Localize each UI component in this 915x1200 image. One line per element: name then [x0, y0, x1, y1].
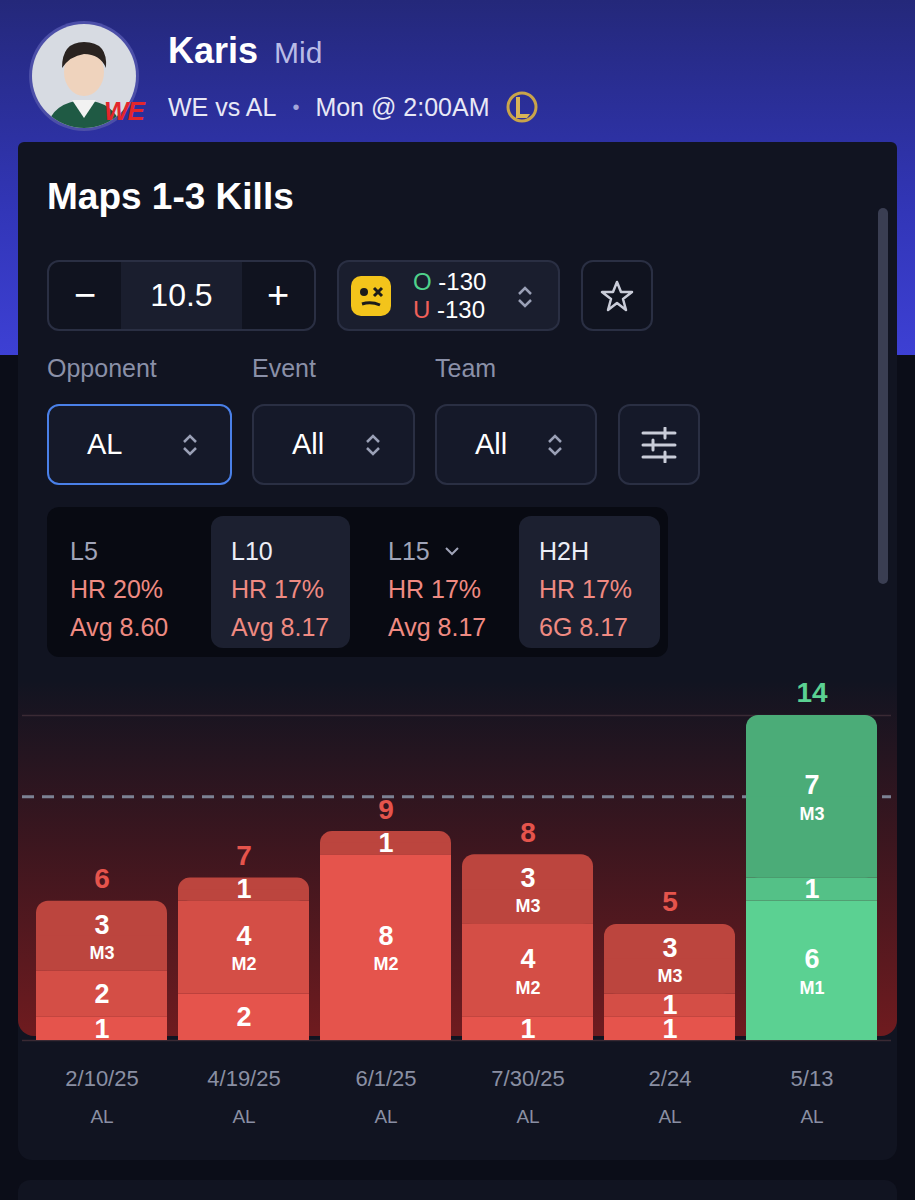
- svg-text:1: 1: [662, 1013, 678, 1044]
- svg-text:1: 1: [804, 874, 819, 904]
- html-text:HR 17%: HR 17%: [539, 575, 633, 603]
- svg-text:M2: M2: [515, 978, 540, 998]
- svg-text:1: 1: [378, 828, 393, 858]
- svg-text:1: 1: [236, 874, 251, 904]
- svg-text:6: 6: [804, 944, 819, 974]
- html-text:Avg 8.60: Avg 8.60: [70, 613, 169, 641]
- svg-text:AL: AL: [658, 1106, 681, 1127]
- html-text:WE: WE: [104, 96, 144, 126]
- svg-text:5: 5: [662, 886, 678, 917]
- html-text:Maps 1-3 Kills: Maps 1-3 Kills: [47, 176, 294, 217]
- svg-text:AL: AL: [374, 1106, 397, 1127]
- html-text:L10: L10: [231, 537, 273, 565]
- html-text:Mid: Mid: [274, 36, 323, 69]
- svg-text:3: 3: [520, 863, 535, 893]
- svg-text:AL: AL: [90, 1106, 113, 1127]
- svg-text:4: 4: [236, 921, 251, 951]
- html-text:All: All: [292, 428, 325, 460]
- svg-text:6: 6: [94, 863, 110, 894]
- svg-text:4: 4: [520, 944, 535, 974]
- html-text:Team: Team: [435, 354, 497, 382]
- svg-text:M3: M3: [657, 966, 682, 986]
- html-text:HR 17%: HR 17%: [388, 575, 482, 603]
- svg-text:2: 2: [236, 1002, 251, 1032]
- svg-text:2/24: 2/24: [649, 1066, 692, 1091]
- svg-text:M2: M2: [231, 954, 256, 974]
- svg-text:1: 1: [662, 990, 677, 1020]
- svg-text:M3: M3: [515, 896, 540, 916]
- html-text:HR 17%: HR 17%: [231, 575, 325, 603]
- html-text:6G 8.17: 6G 8.17: [539, 613, 628, 641]
- svg-text:5/13: 5/13: [791, 1066, 834, 1091]
- svg-text:AL: AL: [516, 1106, 539, 1127]
- html-text:Mon @ 2:00AM: Mon @ 2:00AM: [315, 92, 490, 121]
- svg-text:3: 3: [662, 933, 677, 963]
- html-text:Avg 8.17: Avg 8.17: [388, 613, 487, 641]
- svg-text:AL: AL: [232, 1106, 255, 1127]
- html-text:L5: L5: [70, 537, 98, 565]
- html-text:H2H: H2H: [539, 537, 589, 565]
- svg-text:7: 7: [804, 770, 819, 800]
- html-text:All: All: [475, 428, 508, 460]
- html-text:U -130: U -130: [413, 296, 486, 323]
- html-text:Event: Event: [252, 354, 316, 382]
- svg-text:1: 1: [94, 1014, 109, 1044]
- html-text:AL: AL: [87, 428, 123, 460]
- svg-text:AL: AL: [800, 1106, 823, 1127]
- svg-text:M2: M2: [373, 954, 398, 974]
- svg-text:3: 3: [94, 910, 109, 940]
- svg-text:2/10/25: 2/10/25: [65, 1066, 138, 1091]
- svg-text:M3: M3: [799, 804, 824, 824]
- html-text:O -130: O -130: [413, 268, 487, 295]
- svg-text:1: 1: [520, 1014, 535, 1044]
- svg-text:6/1/25: 6/1/25: [355, 1066, 416, 1091]
- html-text:Avg 8.17: Avg 8.17: [231, 613, 330, 641]
- svg-text:9: 9: [378, 794, 394, 825]
- html-text:Karis: Karis: [168, 30, 259, 71]
- svg-text:14: 14: [796, 677, 828, 708]
- svg-text:8: 8: [378, 921, 393, 951]
- svg-text:7: 7: [236, 840, 252, 871]
- html-text:HR 20%: HR 20%: [70, 575, 164, 603]
- svg-text:M3: M3: [89, 943, 114, 963]
- svg-text:8: 8: [520, 817, 536, 848]
- svg-text:7/30/25: 7/30/25: [491, 1066, 564, 1091]
- svg-text:2: 2: [94, 979, 109, 1009]
- svg-text:M1: M1: [799, 978, 824, 998]
- html-text:WE vs AL: WE vs AL: [168, 92, 277, 121]
- html-text:10.5: 10.5: [150, 277, 213, 313]
- html-text:L15: L15: [388, 537, 430, 565]
- svg-text:4/19/25: 4/19/25: [207, 1066, 280, 1091]
- html-text:Opponent: Opponent: [47, 354, 157, 382]
